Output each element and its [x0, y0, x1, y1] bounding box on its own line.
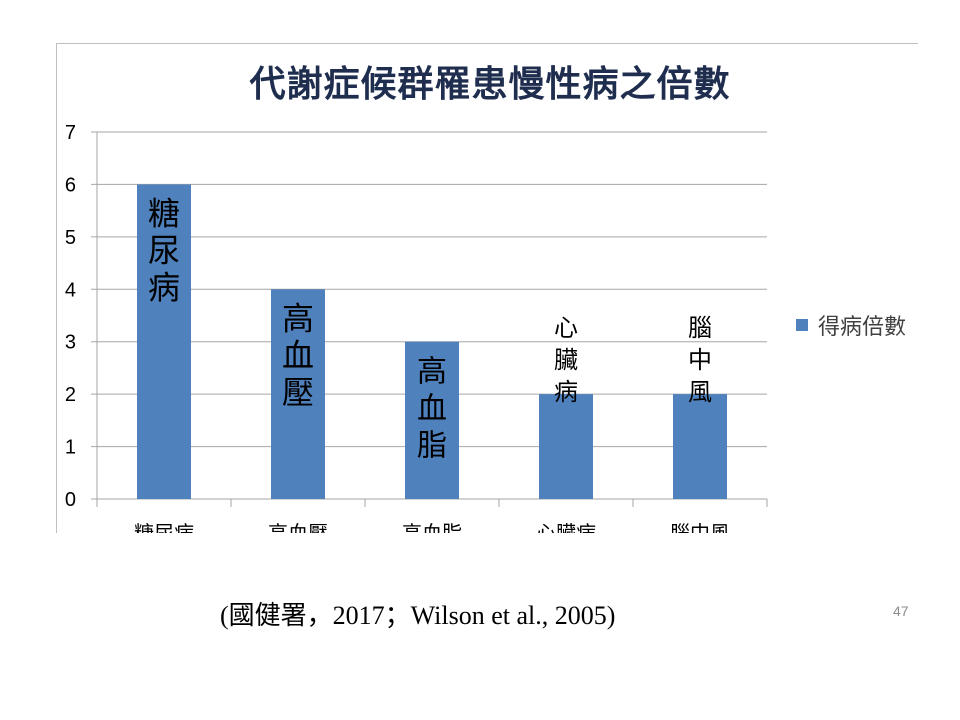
- y-tick-label: 0: [65, 489, 76, 511]
- legend: 得病倍數: [796, 309, 906, 341]
- chart-crop-mask: [50, 533, 920, 563]
- y-axis-ticks: 0 1 2 3 4 5 6 7: [65, 122, 76, 511]
- bar: [405, 341, 459, 499]
- legend-label: 得病倍數: [818, 315, 907, 340]
- y-tick-label: 2: [65, 384, 76, 406]
- bar: [673, 394, 727, 499]
- bar: [271, 289, 325, 499]
- bar-label: 高血脂: [417, 355, 447, 464]
- source-citation: (國健署，2017；Wilson et al., 2005): [220, 601, 616, 630]
- legend-swatch: [796, 319, 808, 331]
- y-tick-label: 6: [65, 174, 76, 196]
- bar-label: 高血壓: [282, 299, 314, 411]
- bar: [539, 394, 593, 499]
- bar-label: 腦中風: [688, 314, 712, 406]
- slide-frame-left: [56, 43, 57, 535]
- chart-title: 代謝症候群罹患慢性病之倍數: [249, 64, 731, 105]
- bar: [137, 184, 191, 499]
- y-tick-label: 4: [65, 279, 76, 301]
- slide-frame-top: [56, 43, 918, 44]
- bar-label: 糖尿病: [148, 194, 180, 306]
- bar-label: 心臟病: [554, 314, 578, 406]
- bars: [137, 184, 727, 499]
- y-tick-label: 7: [65, 122, 76, 144]
- y-tick-label: 5: [65, 227, 76, 249]
- y-tick-label: 3: [65, 332, 76, 354]
- page-number: 47: [893, 603, 909, 619]
- y-tick-label: 1: [65, 437, 76, 459]
